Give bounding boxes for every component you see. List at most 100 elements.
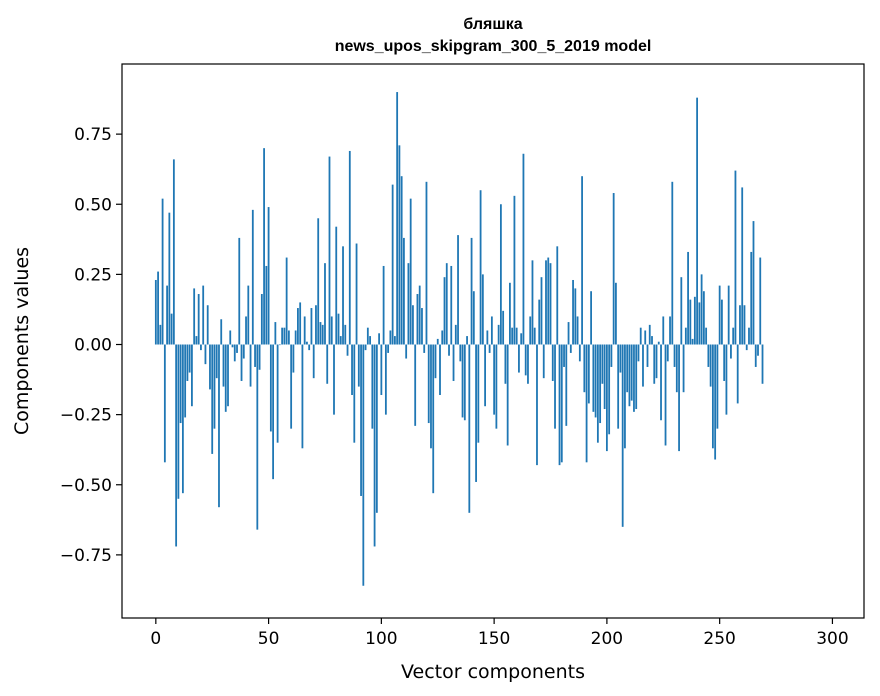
- bar-158: [511, 327, 514, 345]
- bar-49: [265, 265, 268, 345]
- bar-246: [709, 344, 712, 387]
- bar-235: [684, 327, 687, 345]
- bar-12: [181, 344, 184, 494]
- x-tick-label: 100: [365, 629, 397, 649]
- bar-168: [533, 327, 536, 345]
- bar-245: [707, 344, 710, 367]
- bar-209: [626, 344, 629, 393]
- bar-57: [283, 327, 286, 345]
- bar-267: [757, 344, 759, 356]
- bar-166: [529, 316, 532, 345]
- bar-26: [213, 344, 216, 429]
- bar-215: [639, 327, 642, 345]
- x-tick-label: 0: [150, 629, 161, 649]
- bar-54: [276, 344, 279, 443]
- bar-212: [633, 344, 635, 412]
- bar-107: [396, 92, 399, 345]
- bar-141: [472, 291, 475, 345]
- bar-259: [739, 305, 741, 345]
- bar-200: [605, 344, 608, 452]
- bar-88: [353, 344, 356, 443]
- bar-46: [258, 344, 261, 370]
- bar-81: [337, 313, 340, 345]
- bar-143: [477, 344, 480, 443]
- bar-266: [754, 344, 757, 367]
- bar-92: [362, 344, 365, 586]
- y-tick-label: 0.75: [74, 125, 112, 145]
- bar-3: [161, 198, 164, 345]
- bar-24: [209, 344, 211, 390]
- bar-228: [669, 316, 671, 345]
- bar-250: [718, 285, 721, 345]
- bar-69: [310, 308, 313, 345]
- bar-226: [664, 344, 667, 446]
- bar-206: [619, 344, 622, 373]
- y-tick-label: 0.25: [74, 265, 112, 285]
- bar-8: [172, 159, 175, 345]
- bar-194: [592, 344, 595, 412]
- bar-253: [725, 344, 728, 415]
- bar-241: [698, 302, 701, 345]
- bar-186: [574, 288, 577, 345]
- bar-216: [642, 344, 644, 387]
- bar-47: [260, 294, 263, 345]
- bar-2: [159, 324, 162, 345]
- bar-97: [373, 344, 376, 547]
- bar-247: [711, 344, 714, 449]
- x-axis-label: Vector components: [401, 661, 585, 683]
- y-tick-label: −0.50: [60, 476, 112, 496]
- bar-42: [249, 344, 252, 387]
- bar-223: [657, 341, 660, 345]
- bar-239: [693, 296, 696, 345]
- bar-17: [193, 288, 196, 345]
- bar-43: [251, 209, 254, 345]
- bar-85: [346, 344, 349, 356]
- bar-100: [380, 344, 383, 395]
- y-axis-label: Components values: [11, 247, 33, 435]
- bar-64: [299, 302, 302, 345]
- y-axis: −0.75 −0.50 −0.25 0.00 0.25 0.50 0.75: [60, 125, 122, 566]
- bar-224: [660, 344, 662, 421]
- bar-60: [290, 344, 293, 429]
- bar-152: [497, 324, 500, 345]
- bar-184: [569, 344, 572, 353]
- bar-19: [197, 294, 200, 345]
- bar-251: [721, 299, 723, 345]
- plot-frame: [121, 63, 865, 619]
- bar-173: [545, 260, 547, 345]
- bar-162: [520, 333, 523, 345]
- bar-80: [335, 226, 338, 345]
- bar-156: [506, 344, 509, 446]
- bar-123: [432, 344, 435, 494]
- bar-208: [624, 344, 626, 449]
- bar-175: [549, 263, 552, 345]
- bar-27: [215, 344, 218, 379]
- bar-140: [470, 237, 473, 345]
- bar-36: [236, 344, 238, 353]
- bar-180: [560, 344, 563, 463]
- bar-179: [558, 344, 561, 466]
- y-tick-label: −0.25: [60, 406, 112, 426]
- bar-136: [461, 344, 464, 418]
- bar-244: [705, 327, 708, 345]
- bar-79: [333, 344, 335, 415]
- bar-230: [673, 344, 676, 367]
- bar-28: [218, 344, 220, 508]
- bar-192: [587, 344, 590, 404]
- bar-14: [186, 344, 189, 381]
- bar-121: [427, 344, 430, 424]
- bar-110: [403, 237, 405, 345]
- bar-236: [687, 251, 689, 345]
- bar-213: [635, 344, 638, 410]
- bar-234: [682, 344, 685, 393]
- bar-144: [479, 190, 482, 345]
- bar-0: [154, 279, 157, 345]
- bar-103: [387, 344, 390, 353]
- bar-51: [269, 344, 272, 432]
- y-tick-label: −0.75: [60, 546, 112, 566]
- bar-269: [761, 344, 764, 384]
- bar-95: [369, 336, 371, 345]
- bar-101: [382, 265, 385, 345]
- bar-23: [206, 305, 209, 345]
- bar-11: [179, 344, 182, 424]
